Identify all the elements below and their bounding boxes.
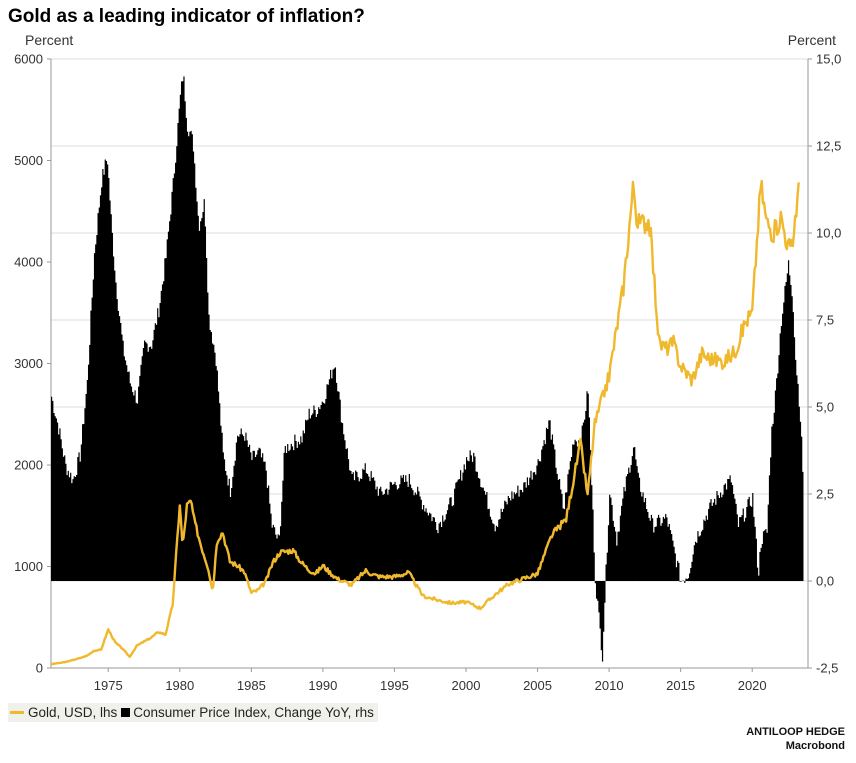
x-tick-label: 2005 [523, 678, 552, 693]
right-tick-label: -2,5 [816, 661, 838, 676]
gold-legend-swatch [10, 711, 24, 714]
left-tick-label: 0 [36, 661, 43, 676]
chart-title: Gold as a leading indicator of inflation… [8, 6, 365, 27]
x-tick-label: 2010 [595, 678, 624, 693]
gold-line [50, 179, 800, 666]
right-tick-label: 5,0 [816, 400, 834, 415]
credit-source: ANTILOOP HEDGE [746, 726, 845, 738]
x-tick-label: 1975 [94, 678, 123, 693]
credit-provider: Macrobond [785, 740, 845, 752]
x-tick-label: 1980 [165, 678, 194, 693]
legend-cpi-label: Consumer Price Index, Change YoY, rhs [133, 705, 374, 720]
left-tick-label: 1000 [14, 559, 43, 574]
legend-gold-label: Gold, USD, lhs [28, 705, 118, 720]
right-tick-label: 15,0 [816, 52, 841, 67]
cpi-legend-swatch [121, 708, 131, 717]
left-tick-label: 5000 [14, 153, 43, 168]
right-axis-unit: Percent [787, 32, 836, 48]
left-tick-label: 3000 [14, 356, 43, 371]
x-tick-label: 2015 [666, 678, 695, 693]
right-tick-label: 10,0 [816, 226, 841, 241]
cpi-area [51, 76, 804, 662]
right-tick-label: 2,5 [816, 487, 834, 502]
left-tick-label: 6000 [14, 52, 43, 67]
right-tick-label: 7,5 [816, 313, 834, 328]
right-tick-label: 12,5 [816, 139, 841, 154]
left-tick-label: 4000 [14, 255, 43, 270]
x-tick-label: 1985 [237, 678, 266, 693]
x-tick-label: 1990 [308, 678, 337, 693]
legend: Gold, USD, lhs Consumer Price Index, Cha… [8, 703, 378, 722]
left-tick-label: 2000 [14, 458, 43, 473]
x-tick-label: 1995 [380, 678, 409, 693]
x-tick-label: 2000 [452, 678, 481, 693]
left-axis-unit: Percent [25, 32, 74, 48]
x-tick-label: 2020 [738, 678, 767, 693]
right-tick-label: 0,0 [816, 574, 834, 589]
